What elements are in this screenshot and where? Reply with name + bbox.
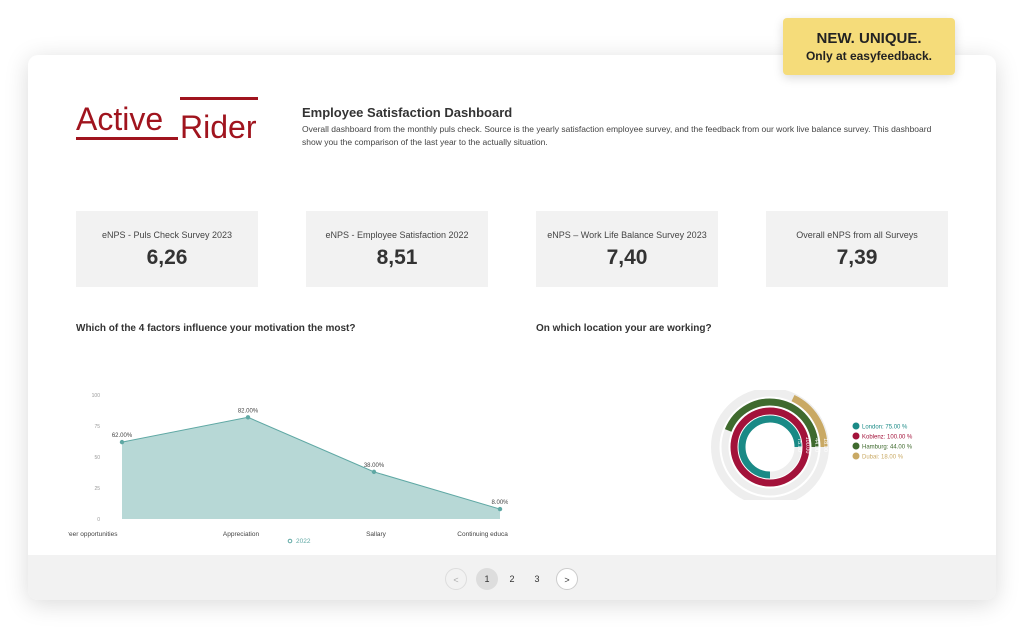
legend-label: London: 75.00 % [862, 425, 908, 431]
kpi-label: eNPS - Employee Satisfaction 2022 [325, 230, 469, 240]
page-2-button[interactable]: 2 [509, 574, 515, 584]
data-label: 82.00% [238, 408, 259, 414]
x-tick-label: Sallary [366, 531, 387, 538]
page-1-button[interactable]: 1 [476, 568, 498, 590]
promo-badge: NEW. UNIQUE. Only at easyfeedback. [783, 18, 955, 75]
data-point [371, 469, 377, 475]
dashboard-card: Active Rider Employee Satisfaction Dashb… [28, 55, 996, 600]
kpi-value: 7,40 [606, 246, 648, 269]
area-chart: 0 25 50 75 100 62.00% 82.00% 38.00% 8.00% Career … [68, 393, 508, 545]
kpi-label: Overall eNPS from all Surveys [796, 230, 918, 240]
logo-word2: Rider [180, 109, 257, 143]
kpi-card: eNPS – Work Life Balance Survey 2023 7,40 [536, 211, 718, 287]
legend-marker [852, 452, 860, 460]
data-point [119, 439, 125, 445]
data-label: 62.00% [112, 433, 133, 439]
data-point [245, 415, 251, 420]
y-tick-label: 0 [97, 517, 100, 523]
page-title: Employee Satisfaction Dashboard [302, 105, 513, 120]
data-label: 38.00% [364, 463, 385, 469]
ring-dubai [791, 394, 828, 448]
legend-label: Koblenz: 100.00 % [862, 435, 913, 441]
kpi-card: Overall eNPS from all Surveys 7,39 [766, 211, 948, 287]
ring-label: 44.00 [813, 438, 819, 452]
kpi-value: 7,39 [836, 246, 878, 269]
ring-hamburg [724, 398, 819, 448]
x-tick-label: Appreciation [223, 531, 260, 538]
ring-koblenz [730, 407, 810, 487]
legend-label: Hamburg: 44.00 % [862, 445, 913, 451]
radial-chart: 75.00 London: 75.00 % 100.00 Koblenz: 100.0… [711, 390, 913, 500]
legend-marker [852, 442, 860, 450]
y-tick-label: 50 [94, 455, 100, 461]
page-description: Overall dashboard from the monthly puls … [302, 124, 932, 147]
y-tick-label: 25 [94, 486, 100, 492]
data-label: 8.00% [491, 500, 508, 506]
question-location: On which location your are working? [536, 323, 712, 334]
legend-marker [852, 422, 860, 430]
promo-line1: NEW. UNIQUE. [816, 30, 922, 47]
y-tick-label: 100 [92, 393, 101, 399]
ring-london [738, 415, 802, 479]
kpi-card: eNPS - Puls Check Survey 2023 6,26 [76, 211, 258, 287]
ring-label: 100.00 [804, 437, 810, 454]
promo-line2: Only at easyfeedback. [805, 49, 933, 63]
legend-marker [287, 538, 293, 544]
legend-marker [852, 432, 860, 440]
logo-word1: Active [76, 101, 163, 137]
x-tick-label: Continuing educatio [457, 531, 508, 538]
area-fill [122, 417, 500, 519]
kpi-value: 8,51 [376, 246, 418, 269]
ring-label: 75.00 [796, 438, 802, 452]
kpi-label: eNPS – Work Life Balance Survey 2023 [547, 230, 707, 240]
y-tick-label: 75 [94, 424, 100, 430]
next-page-button[interactable]: > [556, 568, 578, 590]
kpi-card: eNPS - Employee Satisfaction 2022 8,51 [306, 211, 488, 287]
company-logo: Active Rider [76, 97, 258, 143]
data-point [497, 506, 503, 512]
series-line [121, 416, 501, 510]
x-tick-label: Career opportunities [68, 531, 118, 538]
legend-label: Dubai: 18.00 % [862, 455, 904, 461]
question-motivation: Which of the 4 factors influence your mo… [76, 323, 356, 334]
kpi-label: eNPS - Puls Check Survey 2023 [101, 230, 233, 240]
kpi-value: 6,26 [146, 246, 188, 269]
pagination-bar: < 1 2 3 > [28, 555, 996, 600]
prev-page-button[interactable]: < [445, 568, 467, 590]
legend-label: 2022 [296, 538, 311, 545]
page-3-button[interactable]: 3 [534, 574, 540, 584]
ring-label: 18.00 [822, 438, 828, 452]
